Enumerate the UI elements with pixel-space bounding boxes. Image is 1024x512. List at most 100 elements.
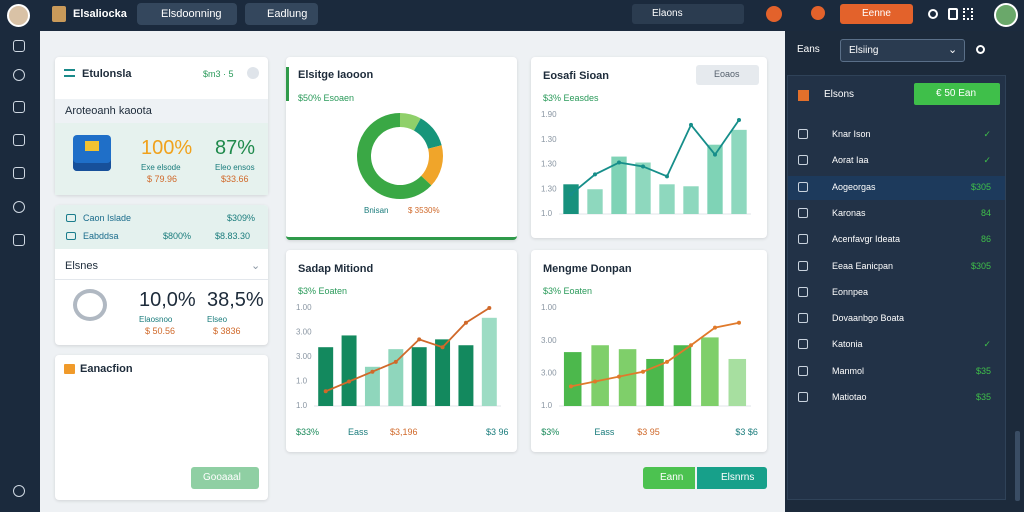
stat-value: 10,0% <box>139 289 196 311</box>
axis-label: 3.00 <box>296 352 312 361</box>
alert-icon[interactable] <box>811 6 825 20</box>
list-row[interactable]: Eeaa Eanicpan $305 <box>788 255 1005 279</box>
axis-label: 3.00 <box>296 328 312 337</box>
item-value: $305 <box>970 260 991 271</box>
item-name: Eeaa Eanicpan <box>832 260 894 271</box>
button[interactable]: Eoaos <box>696 65 759 85</box>
nav-icon[interactable] <box>13 40 25 52</box>
row-icon <box>798 286 808 297</box>
nav-icon[interactable] <box>13 201 25 213</box>
chart: 1.00 3.00 3.00 1.0 <box>541 303 751 410</box>
subtitle: Aroteoanh kaoota <box>65 105 152 117</box>
trend-point <box>713 152 717 157</box>
button-label: Gooaaal <box>203 472 241 483</box>
axis-label: 1.0 <box>296 377 308 386</box>
stat-amount: $33.66 <box>221 174 249 184</box>
bar <box>728 358 747 406</box>
footer-text: $33% <box>296 427 320 437</box>
card-title: Sadap Mitiond <box>298 263 374 275</box>
action-label: Eenne <box>862 8 891 19</box>
row-name: Eabddsa <box>83 231 119 241</box>
stat-amount: $ 3836 <box>213 326 241 336</box>
item-value: 84 <box>980 207 991 218</box>
list-row[interactable]: Matiotao $35 <box>788 386 1005 410</box>
row-amount: $800% <box>163 231 192 241</box>
list-row[interactable]: Knar Ison ✓ <box>788 123 1005 147</box>
bar <box>635 162 651 214</box>
avatar[interactable] <box>7 4 30 27</box>
row-amount: $309% <box>227 213 256 223</box>
nav-icon[interactable] <box>13 167 25 179</box>
nav-icon[interactable] <box>13 485 25 497</box>
nav-icon[interactable] <box>13 101 25 113</box>
bar <box>673 345 692 406</box>
list-row[interactable]: Acenfavgr Ideata 86 <box>788 228 1005 252</box>
chevron[interactable]: ⌄ <box>251 260 261 272</box>
nav-icon[interactable] <box>13 69 25 81</box>
item-name: Dovaanbgo Boata <box>832 313 905 324</box>
list-row[interactable]: Karonas 84 <box>788 202 1005 226</box>
footer-text: $3% <box>541 427 560 437</box>
nav-icon[interactable] <box>13 234 25 246</box>
item-value: ✓ <box>983 155 991 166</box>
button[interactable]: Eann <box>643 467 695 489</box>
scrollbar[interactable] <box>1015 431 1020 501</box>
trend-point <box>487 306 492 310</box>
box-icon <box>73 135 111 171</box>
item-value: 86 <box>980 234 991 245</box>
list-row[interactable]: Aogeorgas $305 <box>788 175 1005 200</box>
balance-card: Elsnes ⌄ 10,0% Elaosnoo $ 50.56 38,5% Elseo $… <box>55 205 268 345</box>
menu-icon <box>64 69 75 77</box>
search-box[interactable]: Elaons <box>632 4 744 24</box>
panel-label: Eans <box>797 44 820 55</box>
list-row[interactable]: Dovaanbgo Boata <box>788 307 1005 331</box>
menu-icon[interactable] <box>963 8 973 20</box>
button[interactable]: Gooaaal <box>191 467 259 489</box>
axis-label: 1.0 <box>541 209 553 218</box>
avatar[interactable] <box>994 3 1018 27</box>
top-bar: Elsaliocka Elsdoonning Eadlung Elaons Ee… <box>0 0 1024 31</box>
button-label: Eann <box>660 472 684 483</box>
list-row[interactable]: Aorat Iaa ✓ <box>788 149 1005 173</box>
trend-point <box>593 172 597 177</box>
legend-value: $ 3530% <box>408 206 440 215</box>
bar <box>341 335 357 406</box>
button[interactable]: Elsnrns <box>697 467 767 489</box>
section-button[interactable]: € 50 Ean <box>914 83 1000 105</box>
bar <box>646 358 664 406</box>
item-value: $35 <box>975 392 991 402</box>
item-name: Aogeorgas <box>832 181 876 192</box>
trend-point <box>737 320 741 325</box>
trend-line <box>325 307 490 393</box>
search-icon[interactable] <box>928 9 938 19</box>
subtitle: $3% Eoaten <box>298 286 348 296</box>
trend-line <box>570 321 740 388</box>
tab[interactable]: Eadlung <box>245 3 318 25</box>
nav-icon[interactable] <box>13 134 25 146</box>
list-row[interactable]: Eonnpea <box>788 281 1005 305</box>
bar <box>318 347 334 406</box>
bar <box>707 144 723 214</box>
donut-chart <box>357 113 443 199</box>
tab[interactable]: Elsdoonning <box>137 3 237 25</box>
action-button[interactable]: Eenne <box>840 4 913 24</box>
donut-segment <box>413 118 442 150</box>
search-icon[interactable] <box>976 45 985 54</box>
footer-text: $3 $6 <box>735 427 758 437</box>
trend-point <box>713 325 717 330</box>
trend-point <box>641 369 645 374</box>
list-row[interactable]: Manmol $35 <box>788 360 1005 384</box>
item-value: $305 <box>970 181 991 192</box>
card-title: Elsitge Iaooon <box>298 69 374 81</box>
notification-icon[interactable] <box>766 6 782 22</box>
axis-label: 3.00 <box>541 336 557 345</box>
dropdown[interactable]: Elsiing ⌄ <box>840 39 965 62</box>
icon[interactable] <box>247 67 259 79</box>
list-row[interactable]: Katonia ✓ <box>788 333 1005 357</box>
axis-label: 1.30 <box>541 135 557 144</box>
trend-point <box>440 345 445 350</box>
item-value: ✓ <box>983 129 991 139</box>
icon[interactable] <box>948 8 958 20</box>
row-icon <box>798 181 808 192</box>
trend-line <box>570 119 740 195</box>
